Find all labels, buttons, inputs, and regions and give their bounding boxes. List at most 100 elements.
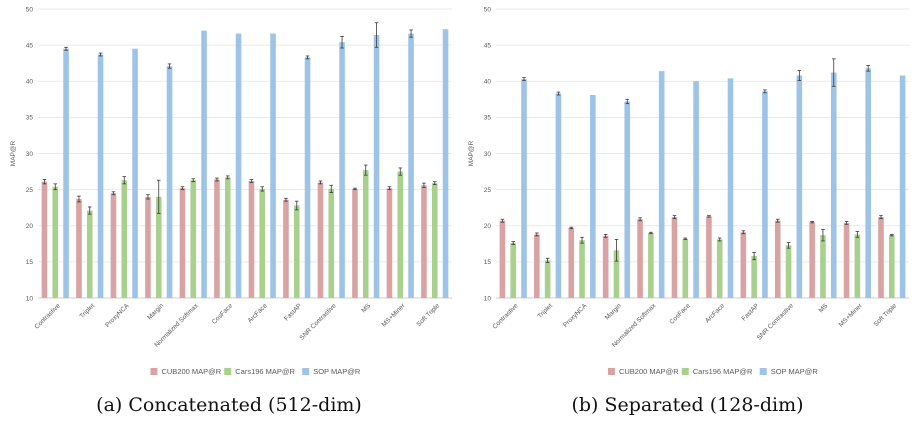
bar-cars196-map-r-soft-triple [888,235,895,298]
bar-cars196-map-r-ms [820,235,826,298]
y-tick-label: 50 [484,6,492,13]
y-tick-label: 45 [26,42,34,49]
bar-cars196-map-r-arcface [716,239,723,298]
y-tick-label: 20 [26,223,34,230]
bar-sop-map-r-ms [373,35,380,298]
bar-cars196-map-r-snr-contrastive [328,188,335,298]
y-axis-label: MAP@R [10,141,17,167]
bar-cub200-map-r-ms-miner [843,222,850,298]
bar-sop-map-r-soft-triple [899,75,906,298]
chart-separated: 10 15 20 25 30 35 40 45 50 MAP@R Contrastive Triple… [468,6,909,376]
bar-cub200-map-r-normalized-softmax [179,188,186,298]
x-tick-label: ProxyNCA [562,302,589,329]
bar-sop-map-r-contrastive [521,79,527,299]
y-tick-label: 30 [26,151,34,158]
y-tick-label: 40 [26,79,34,86]
bar-sop-map-r-contrastive [63,48,69,298]
bar-cub200-map-r-proxynca [110,193,117,298]
bar-sop-map-r-proxynca [590,94,596,298]
bar-sop-map-r-snr-contrastive [339,42,345,298]
bar-sop-map-r-triplet [555,93,562,298]
bar-sop-map-r-ms [830,72,837,298]
y-tick-label: 35 [484,115,492,122]
x-tick-label: ProxyNCA [104,302,131,329]
x-tick-label: Margin [604,302,623,321]
y-tick-label: 25 [484,187,492,194]
y-tick-label: 15 [26,259,34,266]
bar-cars196-map-r-margin [613,250,620,298]
legend-label-sop-map-r: SOP MAP@R [313,367,361,376]
x-tick-label: MS [360,302,372,314]
y-tick-label: 35 [26,115,34,122]
y-tick-label: 50 [26,6,34,13]
legend-label-cub200-map-r: CUB200 MAP@R [161,367,221,376]
bar-sop-map-r-soft-triple [442,29,449,298]
legend-swatch-sop-map-r [302,368,310,375]
bar-cars196-map-r-cosface [682,238,689,298]
bar-sop-map-r-fastap [762,91,768,299]
bar-sop-map-r-cosface [235,33,242,298]
x-tick-label: CosFace [211,302,235,326]
bar-cub200-map-r-triplet [76,199,82,298]
legend-swatch-sop-map-r [759,368,767,375]
bar-cars196-map-r-normalized-softmax [648,232,654,298]
bar-sop-map-r-arcface [270,33,276,298]
bar-cub200-map-r-arcface [706,216,712,298]
x-tick-label: FastAP [283,302,303,322]
bar-sop-map-r-fastap [304,57,311,298]
legend-label-cars196-map-r: Cars196 MAP@R [235,367,295,376]
caption-concatenated: (a) Concatenated (512-dim) [96,394,362,416]
bar-cub200-map-r-snr-contrastive [774,220,781,298]
bar-cub200-map-r-soft-triple [878,217,884,298]
bar-cars196-map-r-triplet [86,210,93,298]
bar-sop-map-r-cosface [693,81,699,298]
bar-sop-map-r-proxynca [132,48,138,298]
legend-label-cars196-map-r: Cars196 MAP@R [693,367,753,376]
x-tick-label: MS+Miner [838,302,865,329]
x-tick-label: Margin [146,302,165,321]
bar-cub200-map-r-contrastive [499,220,506,298]
bar-cars196-map-r-proxynca [121,180,128,298]
y-tick-label: 15 [484,259,492,266]
x-tick-label: Triplet [536,302,554,320]
chart-concatenated: 10 15 20 25 30 35 40 45 50 MAP@R Contrastive Triple… [10,6,452,376]
bar-cars196-map-r-ms [362,170,369,298]
bar-cars196-map-r-proxynca [579,240,585,298]
y-tick-label: 25 [26,187,34,194]
bar-cub200-map-r-contrastive [41,181,48,298]
bar-sop-map-r-margin [624,101,631,298]
bar-cub200-map-r-margin [602,235,609,298]
y-tick-label: 40 [484,79,492,86]
legend-swatch-cub200-map-r [150,368,158,375]
x-tick-label: SNR Contrastive [298,302,337,341]
bar-cars196-map-r-ms-miner [397,171,404,298]
bar-cars196-map-r-snr-contrastive [785,245,792,298]
bar-cub200-map-r-snr-contrastive [317,182,324,298]
bar-cub200-map-r-ms [352,188,358,298]
x-tick-label: Soft Triple [873,302,899,328]
legend-label-sop-map-r: SOP MAP@R [771,367,819,376]
bar-cars196-map-r-cosface [224,177,231,298]
bar-cars196-map-r-triplet [544,260,551,298]
bar-sop-map-r-ms-miner [865,68,871,299]
bar-cub200-map-r-fastap [283,199,289,298]
y-tick-label: 10 [484,295,492,302]
bar-cars196-map-r-soft-triple [431,183,438,298]
bar-cub200-map-r-triplet [534,234,540,298]
bar-cub200-map-r-ms-miner [386,188,393,298]
bar-cars196-map-r-fastap [293,205,300,298]
caption-separated: (b) Separated (128-dim) [571,394,804,416]
y-tick-label: 45 [484,42,492,49]
legend-swatch-cars196-map-r [224,368,232,375]
bar-cub200-map-r-soft-triple [421,185,427,298]
y-tick-label: 30 [484,151,492,158]
bar-cars196-map-r-contrastive [52,186,59,298]
legend-swatch-cub200-map-r [607,368,615,375]
x-tick-label: CosFace [668,302,692,326]
bar-cub200-map-r-fastap [740,232,747,298]
x-tick-label: Soft Triple [416,302,442,328]
bar-sop-map-r-triplet [97,54,104,298]
x-tick-label: ArcFace [247,302,269,324]
bar-cub200-map-r-margin [145,196,151,298]
bar-sop-map-r-normalized-softmax [658,71,665,298]
